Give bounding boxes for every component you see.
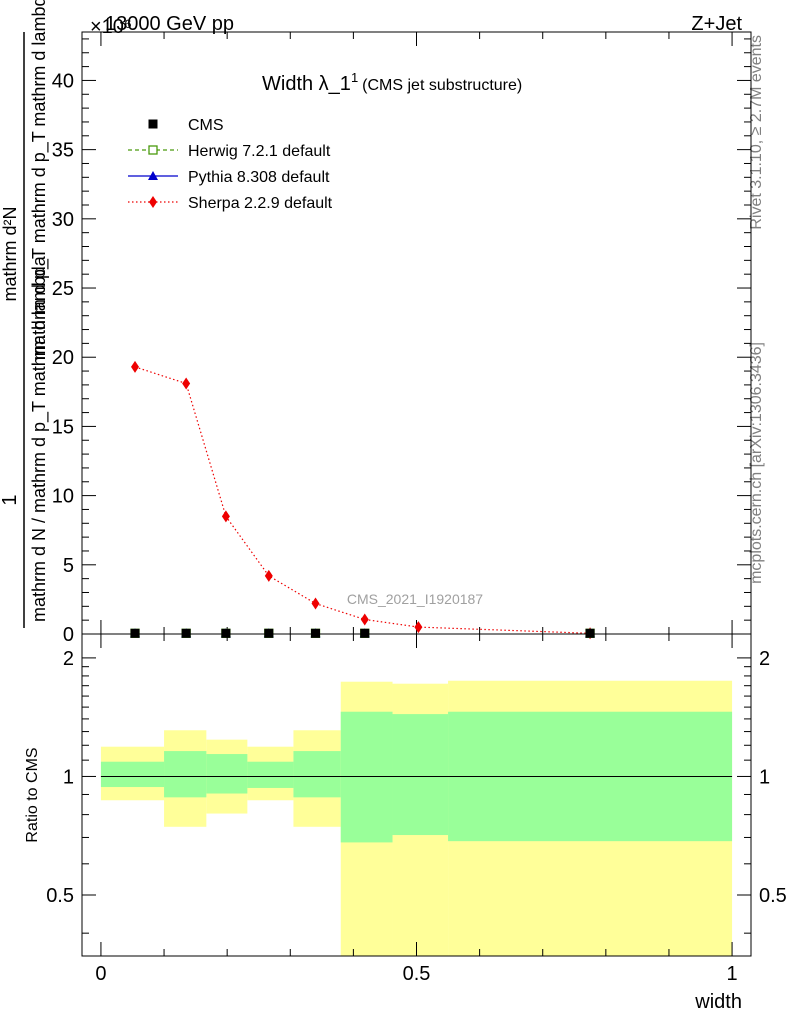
- ratio-band-stat: [392, 714, 449, 836]
- plot-title-main: Width λ_1: [262, 73, 351, 95]
- legend-entry: CMS: [148, 117, 224, 134]
- ratio-panel: 0.5 0.5 1 1 2 2 0 0.5 1: [46, 633, 786, 985]
- legend-label: Pythia 8.308 default: [188, 169, 330, 186]
- data-point: [360, 613, 369, 626]
- legend: CMS Herwig 7.2.1 default Pythia 8.308 defa…: [128, 117, 333, 212]
- main-panel: 0 5 10 15 20 25 30 35 40: [52, 31, 752, 646]
- data-point: [181, 628, 191, 638]
- data-point: [414, 621, 423, 634]
- x-axis-label: width: [694, 991, 742, 1013]
- data-point: [585, 628, 595, 638]
- legend-label: Sherpa 2.2.9 default: [188, 195, 333, 212]
- legend-entry: Pythia 8.308 default: [128, 169, 330, 186]
- main-y-tick-label: 25: [52, 278, 74, 300]
- plot-title-sub: (CMS jet substructure): [362, 77, 522, 94]
- main-y-axis-label: 1 mathrm d N / mathrm d p_T mathrm d lam…: [0, 0, 50, 628]
- data-point: [221, 628, 231, 638]
- data-point: [182, 377, 191, 390]
- ratio-band-stat: [164, 751, 207, 798]
- ratio-y-tick-label-right: 2: [759, 648, 770, 670]
- x-tick-label: 0.5: [403, 963, 431, 985]
- main-y-tick-label: 20: [52, 347, 74, 369]
- legend-label: Herwig 7.2.1 default: [188, 143, 331, 160]
- analysis-tag: CMS_2021_I1920187: [347, 591, 483, 607]
- ratio-y-tick-label: 2: [63, 648, 74, 670]
- main-y-tick-label: 35: [52, 140, 74, 162]
- main-ylabel-numerator-denominator: mathrm d p_T mathrm d p_T mathrm d lambd…: [29, 0, 50, 360]
- legend-label: CMS: [188, 117, 224, 134]
- main-y-tick-label: 5: [63, 555, 74, 577]
- ratio-band-stat: [247, 761, 294, 788]
- header-energy-label: 13000 GeV pp: [105, 13, 234, 35]
- mcplots-label: mcplots.cern.ch [arXiv:1306.3436]: [748, 342, 765, 584]
- legend-marker: [148, 171, 158, 180]
- plot-title: Width λ_11 (CMS jet substructure): [262, 70, 522, 95]
- legend-marker: [149, 196, 157, 208]
- main-y-tick-label: 0: [63, 624, 74, 646]
- main-y-tick-label: 15: [52, 416, 74, 438]
- data-point: [130, 628, 140, 638]
- legend-marker: [148, 145, 158, 155]
- data-point: [264, 628, 274, 638]
- rivet-version-label: Rivet 3.1.10, ≥ 2.7M events: [748, 35, 765, 230]
- x-tick-label: 1: [727, 963, 738, 985]
- data-point: [360, 628, 370, 638]
- legend-entry: Sherpa 2.2.9 default: [128, 195, 333, 212]
- series-line: [134, 366, 591, 634]
- ratio-band-stat: [206, 754, 248, 794]
- data-point: [311, 597, 320, 610]
- ratio-y-tick-label: 0.5: [46, 885, 74, 907]
- legend-marker: [148, 119, 158, 129]
- data-point: [311, 628, 321, 638]
- main-ylabel-frac-top: 1: [0, 494, 21, 505]
- ratio-band-stat: [293, 751, 341, 798]
- main-y-tick-label: 30: [52, 209, 74, 231]
- main-frame: [81, 31, 752, 635]
- data-point: [264, 569, 273, 582]
- data-point: [131, 360, 140, 373]
- header-process-label: Z+Jet: [691, 13, 742, 35]
- data-point: [221, 510, 230, 523]
- main-y-tick-label: 40: [52, 70, 74, 92]
- ratio-y-tick-label-right: 0.5: [759, 885, 786, 907]
- ratio-band-stat: [340, 711, 393, 843]
- legend-entry: Herwig 7.2.1 default: [128, 143, 331, 160]
- x-tick-label: 0: [95, 963, 106, 985]
- main-y-tick-label: 10: [52, 486, 74, 508]
- y-exponent-label: ×10⁶: [90, 16, 132, 38]
- ratio-y-tick-label-right: 1: [759, 766, 770, 788]
- plot-title-sup: 1: [351, 70, 358, 85]
- ratio-y-axis-label: Ratio to CMS: [24, 747, 41, 842]
- ratio-band-stat: [100, 761, 165, 788]
- ratio-y-tick-label: 1: [63, 766, 74, 788]
- main-ylabel-denominator: mathrm d N / mathrm d p_T mathrm d lambd…: [29, 255, 50, 622]
- main-ylabel-numerator: mathrm d²N: [0, 206, 20, 301]
- series-cms: [130, 628, 595, 638]
